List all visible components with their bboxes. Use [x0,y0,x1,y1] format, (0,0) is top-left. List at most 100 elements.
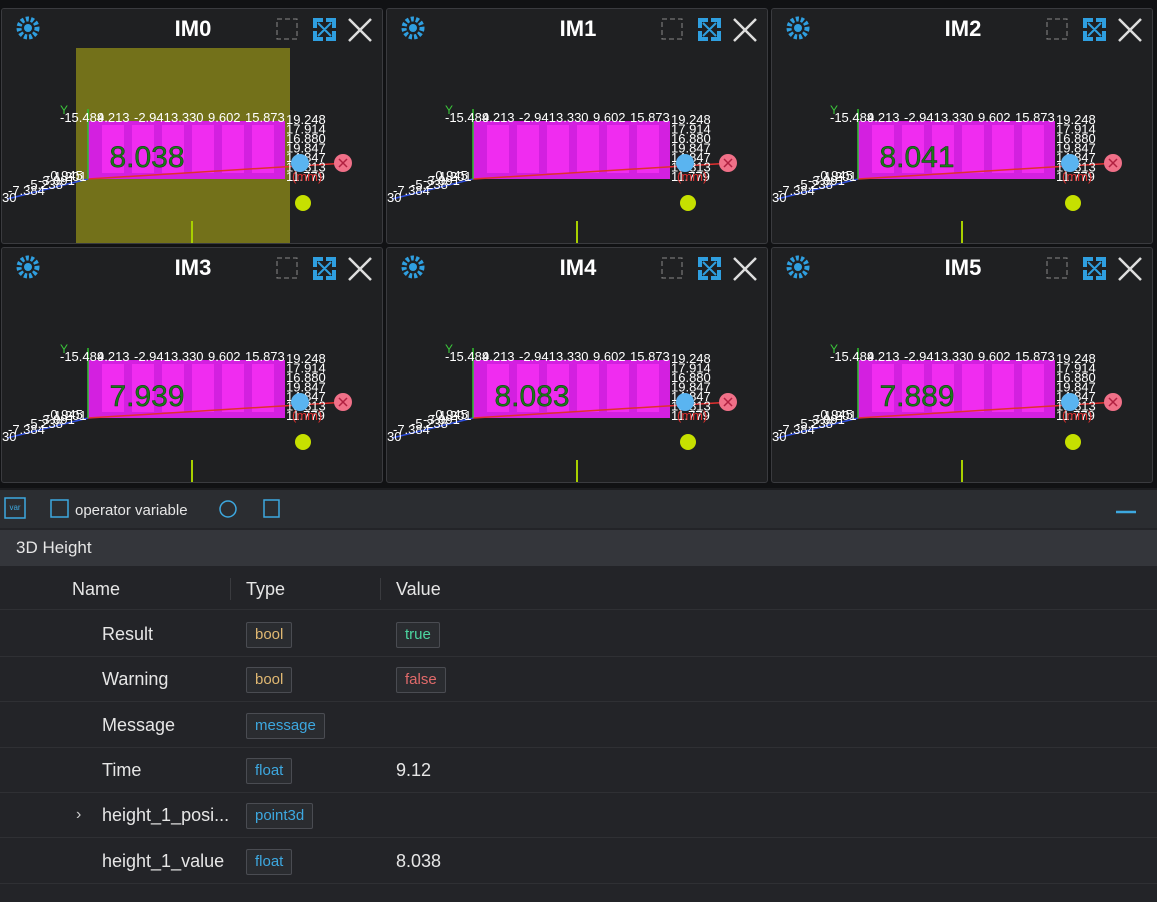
axis-tick-label: 9.213 [482,110,515,125]
panel-canvas: IM3Y-15.4849.213-2.9413.3309.60215.87319… [2,248,383,483]
axis-tick-label: 9.602 [593,349,626,364]
point-cloud-block [547,125,569,173]
axis-tick-label: 9.213 [97,110,130,125]
status-dot [680,195,696,211]
point-cloud-block [192,125,214,173]
point-cloud-block [607,125,629,173]
panel-title: IM4 [560,255,597,280]
axis-tick-label: 3.330 [941,110,974,125]
point-cloud-block [517,125,539,173]
axis-tick-label: 3.330 [941,349,974,364]
toolbar: var operator variable [0,490,1157,528]
panel-title: IM2 [945,16,982,41]
point-cloud-block [637,364,659,412]
axis-tick-label: 30 [387,190,401,205]
light-marker [1061,393,1079,411]
tab-label[interactable]: operator variable [75,502,188,519]
axis-tick-label: 1.201 [824,408,857,423]
settings-icon[interactable] [220,501,236,517]
table-row[interactable]: › height_1_posi... point3d [0,793,1157,838]
point-cloud-block [252,125,274,173]
axis-tick-label: 15.873 [630,110,670,125]
axis-tick-label: 3.330 [556,110,589,125]
axis-tick-label: 30 [2,190,16,205]
variable-name: Warning [102,657,168,701]
tab-icon[interactable] [51,500,68,517]
status-dot [295,434,311,450]
variable-panel: var operator variable 3D Height NameType… [0,490,1157,902]
status-dot [295,195,311,211]
expand-arrow[interactable]: › [76,793,81,837]
settings-hub [24,24,32,32]
axis-tick-label: 15.873 [1015,349,1055,364]
point-cloud-block [487,125,509,173]
measurement-value: 7.939 [109,380,184,413]
light-marker [291,154,309,172]
axis-tick-label: 1.201 [439,408,472,423]
axis-tick-label: 9.213 [97,349,130,364]
axis-tick-label: 15.873 [1015,110,1055,125]
measurement-value: 8.038 [109,141,184,174]
axis-tick-label: -2.941 [134,349,171,364]
light-marker [291,393,309,411]
point-cloud-block [1022,364,1044,412]
axis-tick-label: 9.213 [867,110,900,125]
variable-name: height_1_posi... [102,793,229,837]
axis-tick-label: 1.201 [54,408,87,423]
type-badge: message [246,713,325,739]
axis-tick-label: 9.602 [208,110,241,125]
point-cloud-block [1022,125,1044,173]
settings-hub [794,263,802,271]
point-cloud-block [222,125,244,173]
axis-tick-label: 1.201 [824,169,857,184]
light-marker [676,154,694,172]
panel-canvas: IM5Y-15.4849.213-2.9413.3309.60215.87319… [772,248,1153,483]
column-header: Name [72,568,120,610]
measurement-value: 8.083 [494,380,569,413]
axis-tick-label: 30 [772,190,786,205]
axis-tick-label: 9.602 [208,349,241,364]
section-title: 3D Height [0,530,1157,566]
value-badge: true [396,622,440,648]
axis-tick-label: 3.330 [171,110,204,125]
status-dot [1065,195,1081,211]
settings-hub [409,24,417,32]
variable-name: Message [102,703,175,747]
axis-tick-label: 30 [772,429,786,444]
column-header: Value [396,568,441,610]
status-dot [680,434,696,450]
panel-title: IM0 [175,16,212,41]
table-row: Warningboolfalse [0,657,1157,702]
axis-tick-label: 30 [387,429,401,444]
axis-tick-label: 30 [2,429,16,444]
panel-canvas: IM1Y-15.4849.213-2.9413.3309.60215.87319… [387,9,768,244]
image-panel: IM4Y-15.4849.213-2.9413.3309.60215.87319… [386,247,768,483]
point-cloud-block [577,364,599,412]
axis-tick-label: 3.330 [171,349,204,364]
light-marker [1061,154,1079,172]
axis-tick-label: -2.941 [519,110,556,125]
point-cloud-block [637,125,659,173]
axis-tick-label: 9.213 [867,349,900,364]
axis-tick-label: 1.201 [54,169,87,184]
table-row: height_1_valuefloat8.038 [0,839,1157,884]
variable-value: 8.038 [396,839,441,883]
column-divider [380,578,381,600]
point-cloud-block [962,125,984,173]
point-cloud-block [222,364,244,412]
axis-tick-label: 15.873 [245,110,285,125]
type-badge: point3d [246,803,313,829]
point-cloud-block [992,125,1014,173]
measurement-value: 8.041 [879,141,954,174]
point-cloud-block [252,364,274,412]
axis-tick-label: 1.201 [439,169,472,184]
light-marker [676,393,694,411]
image-grid: IM0Y-15.4849.213-2.9413.3309.60215.87319… [0,0,1157,488]
table-row: Resultbooltrue [0,612,1157,657]
schedule-icon[interactable] [264,500,279,517]
variable-value: 9.12 [396,748,431,792]
panel-canvas: IM4Y-15.4849.213-2.9413.3309.60215.87319… [387,248,768,483]
point-cloud-block [992,364,1014,412]
panel-canvas: IM0Y-15.4849.213-2.9413.3309.60215.87319… [2,9,383,244]
